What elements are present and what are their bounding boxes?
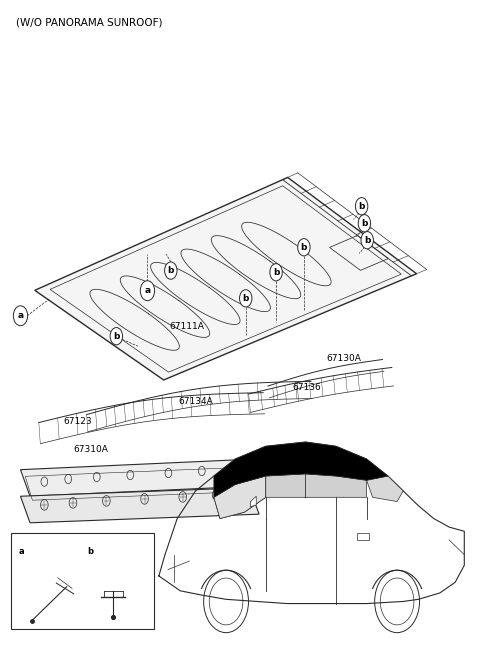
Circle shape: [110, 327, 122, 345]
Text: b: b: [364, 235, 371, 245]
Text: b: b: [359, 201, 365, 211]
Polygon shape: [21, 460, 250, 496]
Text: (W/O PANORAMA SUNROOF): (W/O PANORAMA SUNROOF): [16, 18, 162, 28]
Polygon shape: [214, 476, 266, 518]
Text: b: b: [361, 219, 368, 227]
Polygon shape: [305, 474, 367, 498]
Text: a: a: [19, 546, 24, 556]
Text: 67363L: 67363L: [99, 546, 127, 556]
Polygon shape: [367, 476, 403, 502]
Circle shape: [298, 239, 310, 256]
Circle shape: [240, 289, 252, 307]
Text: 67136: 67136: [292, 384, 321, 392]
Text: b: b: [300, 243, 307, 251]
Text: 67134A: 67134A: [178, 397, 213, 406]
Text: b: b: [168, 266, 174, 275]
Text: b: b: [242, 294, 249, 303]
Circle shape: [358, 215, 371, 232]
Circle shape: [355, 197, 368, 215]
Text: 67321L: 67321L: [31, 541, 60, 550]
Circle shape: [13, 305, 28, 325]
Circle shape: [361, 231, 373, 249]
Text: 67123: 67123: [63, 416, 92, 426]
Text: b: b: [113, 331, 120, 341]
Circle shape: [140, 281, 155, 301]
Text: a: a: [144, 286, 151, 295]
Circle shape: [15, 542, 28, 560]
Polygon shape: [251, 496, 256, 507]
Bar: [11, 533, 154, 629]
Polygon shape: [266, 474, 305, 498]
Bar: [358, 533, 369, 540]
Circle shape: [270, 263, 282, 281]
Polygon shape: [21, 488, 259, 523]
Text: b: b: [87, 546, 93, 556]
Text: b: b: [273, 267, 279, 277]
Text: 67111A: 67111A: [169, 322, 204, 331]
Circle shape: [84, 542, 96, 560]
Text: 67310A: 67310A: [73, 446, 108, 454]
Polygon shape: [35, 177, 417, 380]
Circle shape: [165, 262, 177, 279]
Text: 67130A: 67130A: [326, 354, 361, 364]
Text: 67331R: 67331R: [31, 554, 60, 563]
Polygon shape: [214, 442, 388, 498]
Text: a: a: [17, 311, 24, 320]
